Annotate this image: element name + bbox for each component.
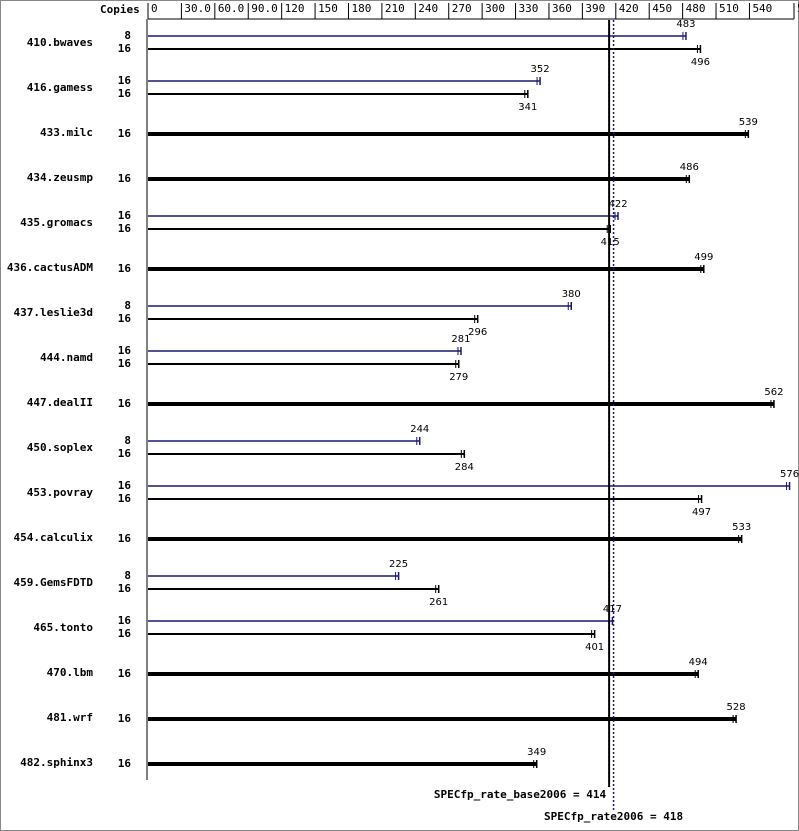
x-tick-label: 510 bbox=[719, 2, 739, 15]
copies-label: 16 bbox=[118, 312, 132, 325]
x-tick-label: 240 bbox=[418, 2, 438, 15]
benchmark-label: 416.gamess bbox=[27, 81, 93, 94]
copies-label: 16 bbox=[118, 209, 132, 222]
copies-label: 16 bbox=[118, 87, 132, 100]
copies-label: 8 bbox=[124, 569, 131, 582]
benchmark-label: 454.calculix bbox=[14, 531, 94, 544]
x-tick-label: 390 bbox=[585, 2, 605, 15]
copies-label: 16 bbox=[118, 397, 132, 410]
x-tick-label: 360 bbox=[552, 2, 572, 15]
benchmark-label: 437.leslie3d bbox=[14, 306, 93, 319]
copies-label: 16 bbox=[118, 492, 132, 505]
benchmark-label: 436.cactusADM bbox=[7, 261, 93, 274]
copies-label: 16 bbox=[118, 667, 132, 680]
x-tick-label: 120 bbox=[285, 2, 305, 15]
value-label: 576 bbox=[780, 469, 799, 480]
copies-label: 16 bbox=[118, 357, 132, 370]
copies-label: 16 bbox=[118, 222, 132, 235]
copies-label: 16 bbox=[118, 479, 132, 492]
value-label: 562 bbox=[764, 387, 783, 398]
copies-label: 8 bbox=[124, 29, 131, 42]
value-label: 539 bbox=[739, 117, 758, 128]
x-tick-label: 180 bbox=[351, 2, 371, 15]
x-tick-label: 30.0 bbox=[184, 2, 211, 15]
copies-label: 16 bbox=[118, 712, 132, 725]
value-label: 533 bbox=[732, 522, 751, 533]
benchmark-label: 482.sphinx3 bbox=[20, 756, 93, 769]
value-label: 417 bbox=[603, 604, 622, 615]
benchmark-label: 433.milc bbox=[40, 126, 93, 139]
value-label: 497 bbox=[692, 507, 711, 518]
benchmark-label: 450.soplex bbox=[27, 441, 94, 454]
value-label: 349 bbox=[527, 747, 546, 758]
copies-label: 16 bbox=[118, 344, 132, 357]
value-label: 486 bbox=[680, 162, 699, 173]
benchmark-label: 410.bwaves bbox=[27, 36, 93, 49]
x-tick-label: 450 bbox=[652, 2, 672, 15]
x-tick-label: 580 bbox=[797, 2, 799, 15]
x-tick-label: 210 bbox=[385, 2, 405, 15]
value-label: 341 bbox=[518, 102, 537, 113]
value-label: 528 bbox=[727, 702, 746, 713]
x-tick-label: 300 bbox=[485, 2, 505, 15]
value-label: 281 bbox=[451, 334, 470, 345]
value-label: 499 bbox=[694, 252, 713, 263]
value-label: 261 bbox=[429, 597, 448, 608]
copies-label: 16 bbox=[118, 127, 132, 140]
copies-label: 8 bbox=[124, 434, 131, 447]
copies-label: 16 bbox=[118, 627, 132, 640]
copies-label: 16 bbox=[118, 42, 132, 55]
copies-label: 16 bbox=[118, 532, 132, 545]
value-label: 401 bbox=[585, 642, 604, 653]
x-tick-label: 330 bbox=[519, 2, 539, 15]
benchmark-label: 465.tonto bbox=[33, 621, 93, 634]
value-label: 296 bbox=[468, 327, 487, 338]
benchmark-label: 459.GemsFDTD bbox=[14, 576, 94, 589]
reference-label: SPECfp_rate_base2006 = 414 bbox=[434, 788, 607, 801]
reference-label: SPECfp_rate2006 = 418 bbox=[544, 810, 683, 823]
copies-label: 16 bbox=[118, 447, 132, 460]
value-label: 244 bbox=[410, 424, 429, 435]
copies-label: 8 bbox=[124, 299, 131, 312]
value-label: 284 bbox=[455, 462, 474, 473]
value-label: 279 bbox=[449, 372, 468, 383]
x-tick-label: 60.0 bbox=[218, 2, 245, 15]
benchmark-label: 470.lbm bbox=[47, 666, 94, 679]
value-label: 380 bbox=[562, 289, 581, 300]
benchmark-label: 453.povray bbox=[27, 486, 94, 499]
copies-label: 16 bbox=[118, 614, 132, 627]
value-label: 483 bbox=[676, 19, 695, 30]
copies-label: 16 bbox=[118, 757, 132, 770]
x-tick-label: 150 bbox=[318, 2, 338, 15]
benchmark-label: 434.zeusmp bbox=[27, 171, 94, 184]
x-tick-label: 270 bbox=[452, 2, 472, 15]
copies-label: 16 bbox=[118, 172, 132, 185]
x-tick-label: 540 bbox=[752, 2, 772, 15]
x-tick-label: 420 bbox=[619, 2, 639, 15]
axis-label: Copies bbox=[100, 3, 140, 16]
value-label: 496 bbox=[691, 57, 710, 68]
value-label: 494 bbox=[689, 657, 708, 668]
benchmark-label: 481.wrf bbox=[47, 711, 93, 724]
x-tick-label: 0 bbox=[151, 2, 158, 15]
value-label: 415 bbox=[601, 237, 620, 248]
benchmark-label: 435.gromacs bbox=[20, 216, 93, 229]
x-tick-label: 90.0 bbox=[251, 2, 278, 15]
value-label: 352 bbox=[531, 64, 550, 75]
value-label: 225 bbox=[389, 559, 408, 570]
x-tick-label: 480 bbox=[686, 2, 706, 15]
benchmark-label: 444.namd bbox=[40, 351, 93, 364]
copies-label: 16 bbox=[118, 582, 132, 595]
copies-label: 16 bbox=[118, 74, 132, 87]
value-label: 422 bbox=[608, 199, 627, 210]
copies-label: 16 bbox=[118, 262, 132, 275]
benchmark-label: 447.dealII bbox=[27, 396, 93, 409]
